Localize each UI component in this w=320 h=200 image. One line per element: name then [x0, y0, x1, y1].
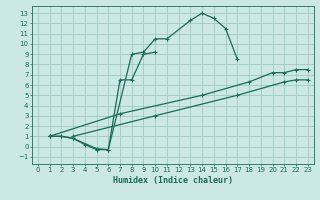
X-axis label: Humidex (Indice chaleur): Humidex (Indice chaleur) — [113, 176, 233, 185]
